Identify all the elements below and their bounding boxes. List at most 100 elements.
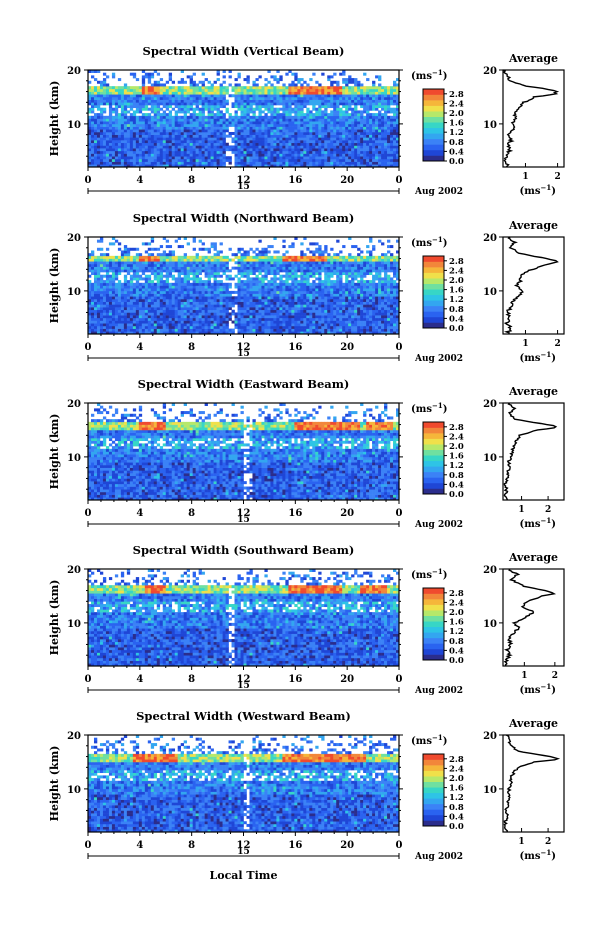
heatmap-cell — [165, 312, 170, 316]
heatmap-cell — [216, 153, 220, 157]
heatmap-cell — [141, 70, 146, 73]
heatmap-cell — [183, 328, 187, 332]
heatmap-cell — [258, 134, 262, 138]
heatmap-cell — [141, 145, 146, 149]
heatmap-cell — [360, 293, 364, 297]
heatmap-cell — [342, 293, 346, 297]
heatmap-cell — [363, 86, 367, 90]
heatmap-cell — [144, 323, 149, 327]
heatmap-cell — [222, 75, 226, 79]
heatmap-cell — [309, 317, 313, 321]
heatmap-cell — [372, 83, 376, 87]
heatmap-cell — [216, 78, 220, 82]
heatmap-cell — [198, 148, 202, 152]
heatmap-cell — [354, 105, 358, 109]
heatmap-cell — [342, 91, 346, 95]
heatmap-cell — [174, 158, 179, 162]
heatmap-cell — [357, 156, 361, 160]
heatmap-cell — [345, 320, 349, 324]
heatmap-cell — [390, 107, 394, 111]
heatmap-cell — [210, 164, 214, 168]
heatmap-cell — [111, 134, 116, 138]
heatmap-cell — [105, 94, 110, 98]
heatmap-cell — [222, 148, 226, 152]
heatmap-cell — [141, 96, 146, 100]
heatmap-cell — [366, 131, 370, 135]
heatmap-cell — [261, 312, 265, 316]
heatmap-cell — [372, 86, 376, 90]
heatmap-cell — [174, 304, 179, 308]
heatmap-cell — [150, 309, 155, 313]
heatmap-cell — [198, 156, 202, 160]
heatmap-cell — [213, 126, 217, 130]
heatmap-cell — [165, 293, 170, 297]
heatmap-cell — [318, 317, 322, 321]
heatmap-cell — [330, 156, 334, 160]
heatmap-cell — [135, 325, 140, 329]
heatmap-cell — [312, 320, 316, 324]
heatmap-cell — [201, 96, 205, 100]
heatmap-cell — [93, 91, 98, 95]
heatmap-cell — [129, 309, 134, 313]
heatmap-cell — [132, 323, 137, 327]
heatmap-cell — [390, 323, 394, 327]
heatmap-cell — [273, 99, 277, 103]
heatmap-cell — [372, 96, 376, 100]
heatmap-cell — [147, 312, 152, 316]
heatmap-cell — [198, 290, 202, 294]
heatmap-cell — [150, 325, 155, 329]
heatmap-cell — [93, 99, 98, 103]
heatmap-cell — [279, 99, 283, 103]
heatmap-cell — [153, 94, 158, 98]
heatmap-cell — [198, 288, 202, 292]
heatmap-cell — [363, 320, 367, 324]
heatmap-cell — [150, 105, 155, 109]
heatmap-cell — [186, 94, 190, 98]
heatmap-cell — [369, 304, 373, 308]
heatmap-cell — [216, 298, 220, 302]
average-x-tick-label: 2 — [554, 172, 560, 182]
heatmap-cell — [279, 142, 283, 146]
heatmap-cell — [369, 153, 373, 157]
heatmap-cell — [348, 86, 352, 90]
heatmap-cell — [300, 102, 304, 106]
heatmap-cell — [342, 145, 346, 149]
heatmap-cell — [390, 129, 394, 133]
heatmap-cell — [309, 301, 313, 305]
heatmap-cell — [153, 301, 158, 305]
heatmap-cell — [258, 91, 262, 95]
heatmap-cell — [210, 312, 214, 316]
heatmap-cell — [153, 309, 158, 313]
heatmap-cell — [321, 161, 325, 165]
heatmap-cell — [126, 312, 131, 316]
heatmap-cell — [153, 304, 158, 308]
heatmap-cell — [279, 161, 283, 165]
heatmap-cell — [258, 328, 262, 332]
heatmap-cell — [345, 164, 349, 168]
heatmap-cell — [369, 88, 373, 92]
heatmap-cell — [396, 331, 400, 335]
heatmap-cell — [360, 126, 364, 130]
heatmap-cell — [324, 142, 328, 146]
heatmap-cell — [276, 137, 280, 141]
heatmap-cell — [264, 113, 268, 117]
heatmap-cell — [156, 113, 161, 117]
heatmap-cell — [261, 123, 265, 127]
heatmap-cell — [180, 86, 184, 90]
heatmap-cell — [336, 323, 340, 327]
heatmap-cell — [96, 142, 101, 146]
heatmap-cell — [114, 88, 119, 92]
heatmap-cell — [321, 304, 325, 308]
colorbar: 2.82.42.01.61.20.80.40.0 — [422, 88, 464, 167]
heatmap-cell — [93, 312, 98, 316]
heatmap-cell — [240, 123, 244, 127]
heatmap-cell — [348, 129, 352, 133]
heatmap-cell — [141, 328, 146, 332]
heatmap-cell — [381, 94, 385, 98]
heatmap-cell — [318, 134, 322, 138]
heatmap-cell — [312, 158, 316, 162]
heatmap-cell — [345, 328, 349, 332]
heatmap-cell — [264, 91, 268, 95]
heatmap-cell — [213, 137, 217, 141]
heatmap-cell — [141, 118, 146, 122]
